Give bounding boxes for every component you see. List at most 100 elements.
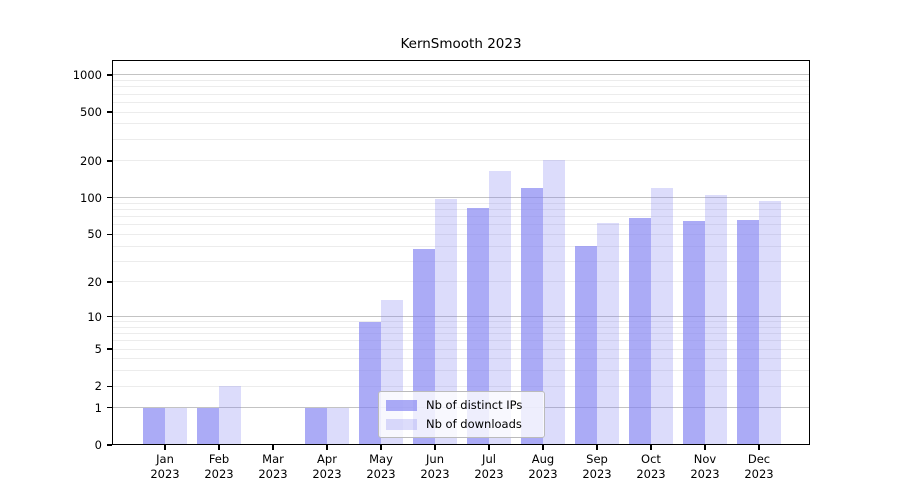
bar-downloads — [759, 200, 781, 444]
grid-line — [113, 233, 809, 235]
x-tick-year: 2023 — [582, 466, 612, 481]
x-tick-year: 2023 — [366, 466, 396, 481]
x-tick — [164, 445, 166, 450]
bar-downloads — [651, 188, 673, 444]
grid-line — [113, 111, 809, 113]
y-tick — [107, 233, 112, 235]
x-tick-label: Nov 2023 — [678, 452, 732, 481]
y-tick — [107, 111, 112, 113]
grid-line — [113, 260, 809, 262]
bar-distinct-ips — [737, 219, 759, 444]
x-tick-month: Aug — [531, 452, 555, 466]
grid-line — [113, 93, 809, 95]
y-tick — [107, 315, 112, 318]
bar-distinct-ips — [575, 246, 597, 444]
x-tick-month: Jul — [482, 452, 496, 466]
x-tick-label: Aug 2023 — [516, 452, 570, 481]
x-tick-label: Jun 2023 — [408, 452, 462, 481]
x-tick-year: 2023 — [258, 466, 288, 481]
x-tick-month: Apr — [317, 452, 337, 466]
bar-distinct-ips — [683, 221, 705, 444]
y-tick-label: 2 — [94, 379, 102, 394]
x-tick — [218, 445, 220, 450]
bar-downloads — [219, 386, 241, 444]
bar-downloads — [165, 407, 187, 444]
y-tick — [107, 385, 112, 387]
x-tick-year: 2023 — [474, 466, 504, 481]
x-tick-year: 2023 — [420, 466, 450, 481]
x-tick — [272, 445, 274, 450]
bar-downloads — [327, 407, 349, 444]
x-tick — [488, 445, 490, 450]
x-tick — [704, 445, 706, 450]
x-tick-label: Feb 2023 — [192, 452, 246, 481]
grid-line — [113, 74, 809, 76]
y-tick-label: 5 — [94, 342, 102, 357]
x-tick-year: 2023 — [690, 466, 720, 481]
grid-line — [113, 216, 809, 218]
grid-line — [113, 321, 809, 323]
y-tick — [107, 197, 112, 199]
grid-line — [113, 316, 809, 318]
grid-line — [113, 138, 809, 140]
bar-downloads — [597, 223, 619, 444]
legend-swatch-downloads — [386, 418, 417, 430]
grid-line — [113, 348, 809, 350]
x-tick-year: 2023 — [744, 466, 774, 481]
grid-line — [113, 281, 809, 283]
legend-label-distinct-ips: Nb of distinct IPs — [426, 398, 523, 412]
grid-line — [113, 333, 809, 335]
grid-line — [113, 245, 809, 247]
y-tick — [107, 407, 112, 409]
grid-line — [113, 197, 809, 199]
bar-downloads — [435, 198, 457, 444]
grid-line — [113, 209, 809, 211]
bar-downloads — [705, 194, 727, 444]
x-tick-label: Apr 2023 — [300, 452, 354, 481]
x-tick-year: 2023 — [312, 466, 342, 481]
bar-distinct-ips — [467, 207, 489, 444]
grid-line — [113, 202, 809, 204]
grid-line — [113, 224, 809, 226]
grid-line — [113, 101, 809, 103]
grid-line — [113, 80, 809, 82]
grid-line — [113, 340, 809, 342]
x-tick-month: Mar — [262, 452, 284, 466]
y-tick-label: 500 — [80, 105, 102, 120]
x-tick — [650, 445, 652, 450]
x-tick — [758, 445, 760, 450]
bar-distinct-ips — [521, 187, 543, 444]
y-tick — [107, 160, 112, 162]
bar-distinct-ips — [143, 407, 165, 444]
legend-item-distinct-ips: Nb of distinct IPs — [386, 398, 537, 412]
x-tick-label: May 2023 — [354, 452, 408, 481]
x-tick — [542, 445, 544, 450]
y-tick-label: 1 — [94, 400, 102, 415]
x-tick-month: Jun — [426, 452, 444, 466]
x-tick-month: Dec — [747, 452, 771, 466]
legend-label-downloads: Nb of downloads — [426, 417, 522, 431]
grid-line — [113, 385, 809, 387]
y-tick-label: 50 — [87, 227, 102, 242]
bar-distinct-ips — [359, 321, 381, 444]
grid-line — [113, 358, 809, 360]
y-tick — [107, 444, 112, 446]
legend-item-downloads: Nb of downloads — [386, 417, 537, 431]
x-tick-month: May — [369, 452, 393, 466]
x-tick-month: Nov — [693, 452, 717, 466]
y-tick-label: 200 — [80, 153, 102, 168]
x-tick — [326, 445, 328, 450]
y-tick-label: 0 — [94, 438, 102, 452]
x-tick — [434, 445, 436, 450]
x-tick-month: Oct — [641, 452, 661, 466]
grid-line — [113, 86, 809, 88]
legend: Nb of distinct IPs Nb of downloads — [378, 391, 545, 438]
x-tick-month: Jan — [156, 452, 174, 466]
y-tick-label: 100 — [80, 190, 102, 205]
x-tick-year: 2023 — [204, 466, 234, 481]
x-tick-label: Dec 2023 — [732, 452, 786, 481]
y-tick — [107, 74, 112, 76]
x-tick-label: Mar 2023 — [246, 452, 300, 481]
grid-line — [113, 123, 809, 125]
